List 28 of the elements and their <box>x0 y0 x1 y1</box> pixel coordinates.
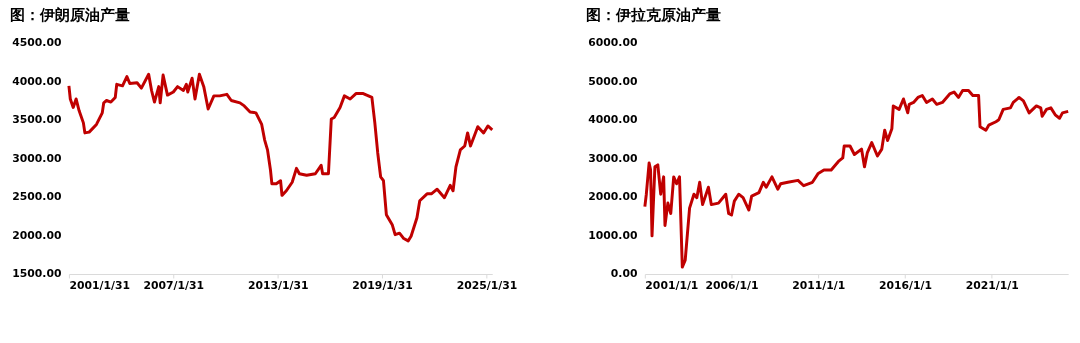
x-tick-label: 2001/1/31 <box>69 279 130 293</box>
line-series <box>643 89 1070 269</box>
x-tick-label: 2019/1/31 <box>352 279 413 293</box>
line-series <box>67 72 494 243</box>
x-tick-label: 2025/1/31 <box>456 279 518 293</box>
y-tick-label: 2500.00 <box>12 190 62 204</box>
chart-title: 图：伊朗原油产量 <box>9 6 130 24</box>
x-tick-label: 2016/1/1 <box>878 279 932 293</box>
x-tick-label: 2021/1/1 <box>965 279 1019 293</box>
x-tick-label: 2011/1/1 <box>792 279 846 293</box>
y-tick-label: 3000.00 <box>588 151 638 165</box>
y-tick-label: 4000.00 <box>588 113 638 127</box>
y-tick-label: 2000.00 <box>588 190 638 204</box>
y-tick-label: 1000.00 <box>588 228 638 242</box>
y-tick-label: 3000.00 <box>12 151 62 165</box>
x-tick-label: 2007/1/31 <box>143 279 205 293</box>
x-tick-label: 2013/1/31 <box>247 279 309 293</box>
x-tick-label: 2006/1/1 <box>705 279 759 293</box>
y-tick-label: 1500.00 <box>12 267 62 281</box>
x-tick-label: 2001/1/1 <box>645 279 699 293</box>
y-tick-label: 4500.00 <box>12 36 62 50</box>
y-tick-label: 2000.00 <box>12 228 62 242</box>
y-tick-label: 6000.00 <box>588 36 638 50</box>
y-tick-label: 3500.00 <box>12 113 62 127</box>
y-tick-label: 4000.00 <box>12 74 62 88</box>
y-tick-label: 0.00 <box>610 267 638 281</box>
chart-title: 图：伊拉克原油产量 <box>585 6 721 24</box>
y-tick-label: 5000.00 <box>588 74 638 88</box>
